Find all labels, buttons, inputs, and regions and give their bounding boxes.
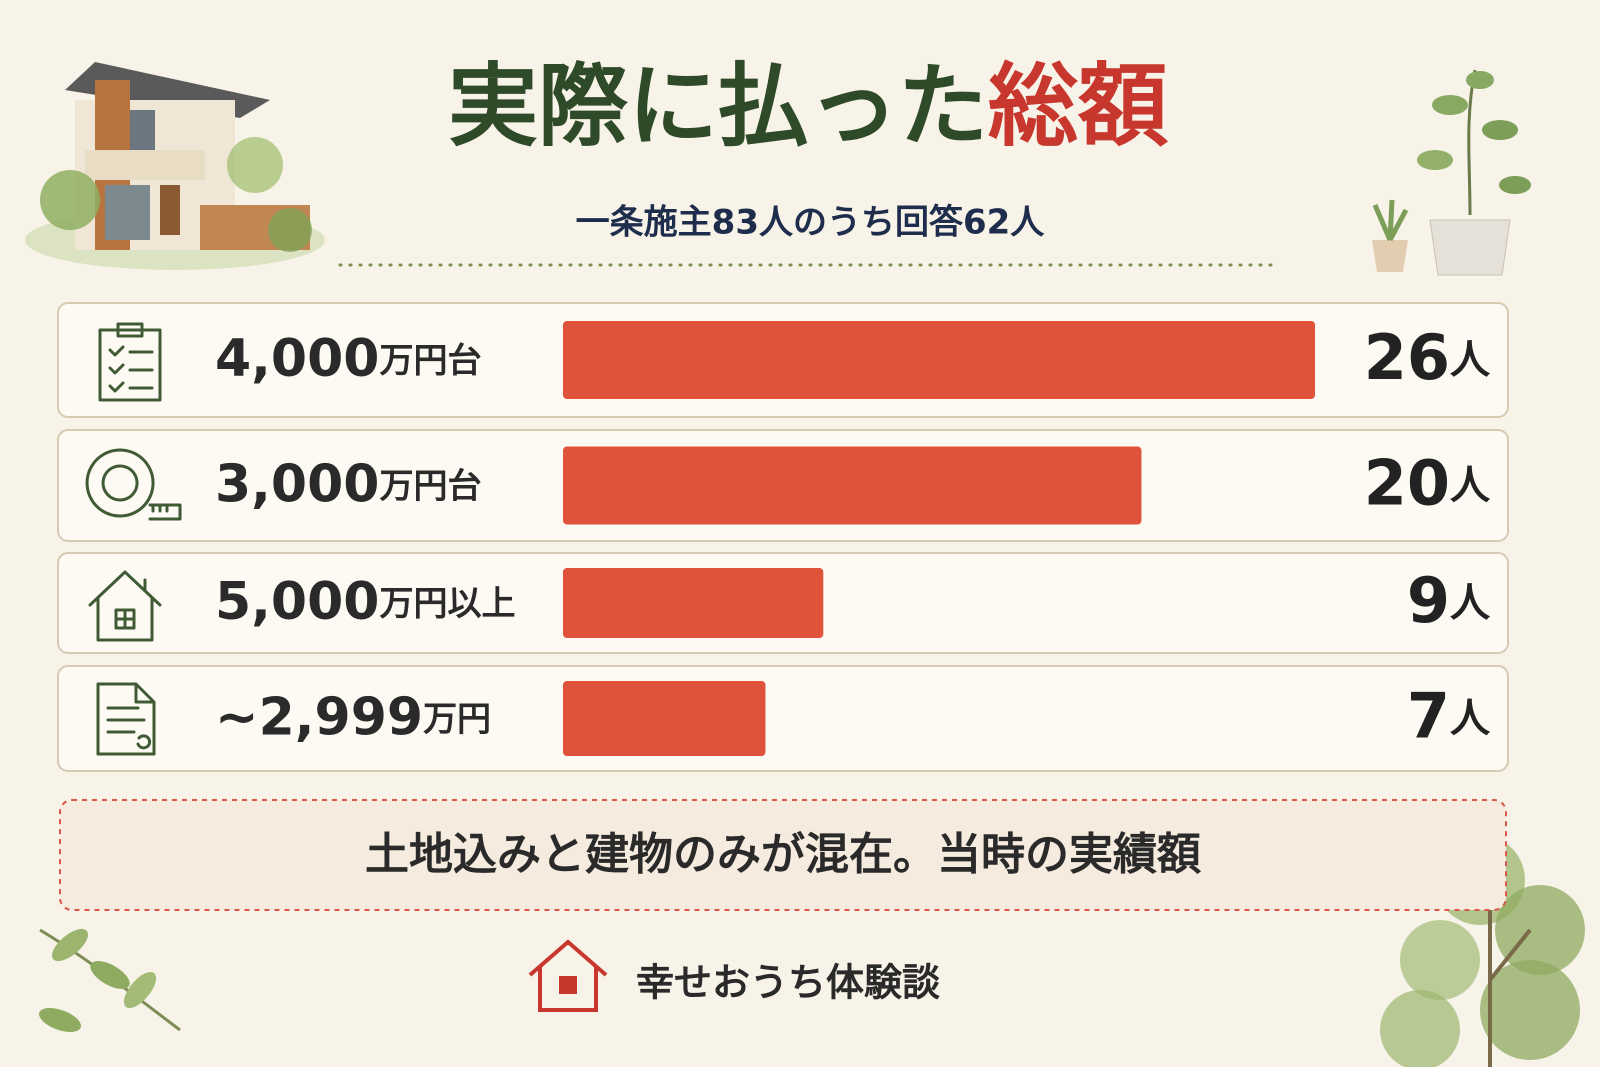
value-label: 20人 bbox=[1364, 447, 1491, 520]
chart-title: 実際に払った総額 bbox=[448, 54, 1169, 159]
title-highlight: 総額 bbox=[988, 54, 1169, 159]
brand: 幸せおうち体験談 bbox=[636, 961, 940, 1005]
leaf-illustration bbox=[39, 928, 181, 1033]
house-illustration bbox=[25, 62, 325, 270]
value-label: 7人 bbox=[1407, 680, 1491, 753]
plant-illustration bbox=[1372, 69, 1531, 276]
value-label: 26人 bbox=[1364, 321, 1491, 394]
title-text: 実際に払った bbox=[448, 54, 988, 159]
bar bbox=[563, 446, 1142, 525]
brand-logo bbox=[528, 939, 608, 1012]
note: 土地込みと建物のみが混在。当時の実績額 bbox=[365, 829, 1201, 880]
row-icon bbox=[98, 322, 162, 402]
value-label: 9人 bbox=[1407, 564, 1491, 637]
bar-rows: 4,000万円台 26人 3,000万円台 20人 5,000万円以上 9人 ~2,999万… bbox=[57, 302, 1509, 772]
row-icon bbox=[85, 448, 182, 521]
category-label: 3,000万円台 bbox=[215, 455, 481, 515]
row-panel bbox=[57, 665, 1509, 772]
bar bbox=[563, 568, 824, 638]
note-box bbox=[59, 799, 1507, 911]
category-label: 4,000万円台 bbox=[215, 329, 481, 389]
bar bbox=[563, 321, 1315, 399]
row-icon bbox=[88, 570, 162, 642]
category-label: 5,000万円以上 bbox=[215, 572, 515, 632]
subtitle: 一条施主83人のうち回答62人 bbox=[576, 203, 1046, 243]
category-label: ~2,999万円 bbox=[215, 688, 491, 748]
row-icon bbox=[96, 682, 156, 756]
bar bbox=[563, 681, 766, 756]
